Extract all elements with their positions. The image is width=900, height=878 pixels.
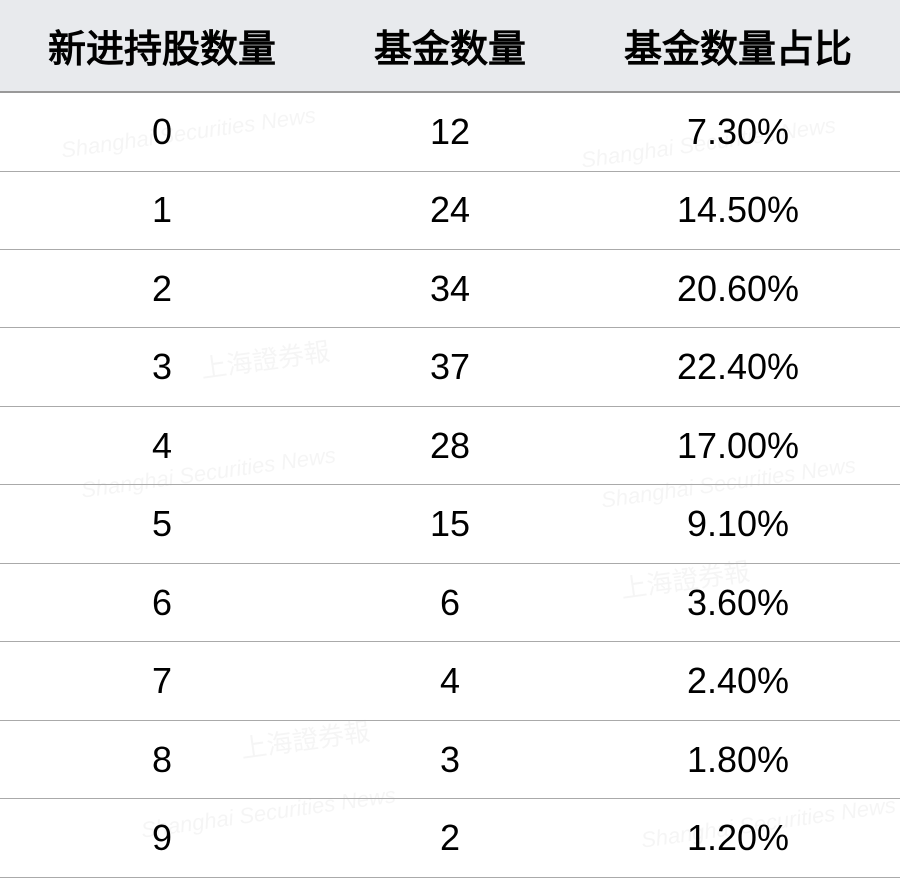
table-row: 2 34 20.60% bbox=[0, 250, 900, 328]
cell-holdings: 9 bbox=[0, 799, 324, 878]
col-header-fund-count: 基金数量 bbox=[324, 0, 576, 92]
cell-fund-count: 28 bbox=[324, 406, 576, 484]
cell-fund-count: 12 bbox=[324, 92, 576, 171]
table-row: 1 24 14.50% bbox=[0, 171, 900, 249]
cell-fund-ratio: 17.00% bbox=[576, 406, 900, 484]
table-row: 0 12 7.30% bbox=[0, 92, 900, 171]
header-row: 新进持股数量 基金数量 基金数量占比 bbox=[0, 0, 900, 92]
table-body: 0 12 7.30% 1 24 14.50% 2 34 20.60% 3 37 … bbox=[0, 92, 900, 878]
table-row: 6 6 3.60% bbox=[0, 563, 900, 641]
table-row: 3 37 22.40% bbox=[0, 328, 900, 406]
cell-fund-count: 15 bbox=[324, 485, 576, 563]
cell-fund-ratio: 7.30% bbox=[576, 92, 900, 171]
cell-holdings: 0 bbox=[0, 92, 324, 171]
col-header-holdings: 新进持股数量 bbox=[0, 0, 324, 92]
cell-holdings: 3 bbox=[0, 328, 324, 406]
table-row: 8 3 1.80% bbox=[0, 720, 900, 798]
cell-fund-count: 3 bbox=[324, 720, 576, 798]
cell-fund-ratio: 20.60% bbox=[576, 250, 900, 328]
cell-fund-ratio: 22.40% bbox=[576, 328, 900, 406]
cell-fund-ratio: 1.80% bbox=[576, 720, 900, 798]
cell-holdings: 1 bbox=[0, 171, 324, 249]
cell-fund-ratio: 3.60% bbox=[576, 563, 900, 641]
cell-fund-count: 24 bbox=[324, 171, 576, 249]
table-header: 新进持股数量 基金数量 基金数量占比 bbox=[0, 0, 900, 92]
cell-fund-count: 2 bbox=[324, 799, 576, 878]
col-header-fund-ratio: 基金数量占比 bbox=[576, 0, 900, 92]
cell-fund-ratio: 14.50% bbox=[576, 171, 900, 249]
data-table: 新进持股数量 基金数量 基金数量占比 0 12 7.30% 1 24 14.50… bbox=[0, 0, 900, 878]
table-row: 9 2 1.20% bbox=[0, 799, 900, 878]
cell-holdings: 6 bbox=[0, 563, 324, 641]
cell-fund-count: 4 bbox=[324, 642, 576, 720]
table-row: 5 15 9.10% bbox=[0, 485, 900, 563]
cell-holdings: 2 bbox=[0, 250, 324, 328]
cell-fund-ratio: 2.40% bbox=[576, 642, 900, 720]
table-row: 7 4 2.40% bbox=[0, 642, 900, 720]
cell-holdings: 8 bbox=[0, 720, 324, 798]
cell-holdings: 4 bbox=[0, 406, 324, 484]
cell-fund-count: 37 bbox=[324, 328, 576, 406]
cell-holdings: 5 bbox=[0, 485, 324, 563]
table-row: 4 28 17.00% bbox=[0, 406, 900, 484]
cell-fund-count: 34 bbox=[324, 250, 576, 328]
cell-fund-count: 6 bbox=[324, 563, 576, 641]
cell-fund-ratio: 9.10% bbox=[576, 485, 900, 563]
cell-holdings: 7 bbox=[0, 642, 324, 720]
table-container: 新进持股数量 基金数量 基金数量占比 0 12 7.30% 1 24 14.50… bbox=[0, 0, 900, 878]
cell-fund-ratio: 1.20% bbox=[576, 799, 900, 878]
